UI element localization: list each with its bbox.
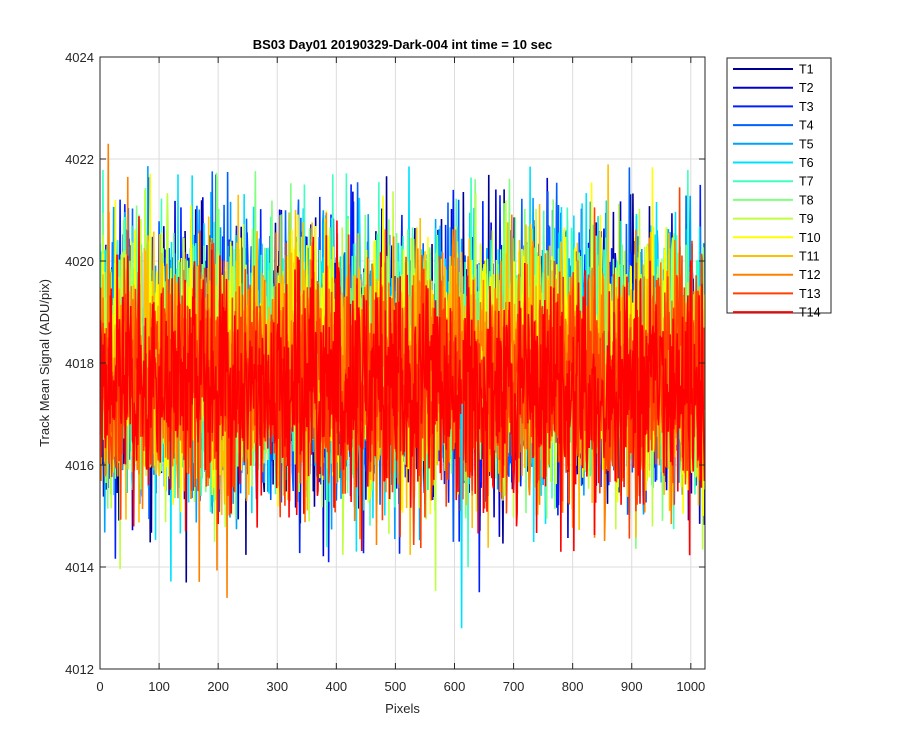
ticks: 0 100 200 300 400 500 600 700 800 900 1000 4012 4014… (65, 50, 705, 694)
series-line-t14 (100, 216, 705, 556)
min-spike (460, 403, 463, 629)
legend-label-t3: T3 (799, 100, 814, 114)
legend-box (726, 57, 832, 314)
y-tick-label: 4014 (65, 560, 94, 575)
legend-label-t11: T11 (799, 250, 820, 264)
y-tick-label: 4016 (65, 458, 94, 473)
x-tick-label: 100 (148, 679, 170, 694)
x-tick-label: 200 (207, 679, 229, 694)
x-tick-label: 600 (444, 679, 466, 694)
legend-label-t4: T4 (799, 119, 814, 133)
legend-label-t8: T8 (799, 193, 814, 207)
x-tick-label: 800 (562, 679, 584, 694)
x-tick-label: 0 (96, 679, 103, 694)
x-tick-label: 700 (503, 679, 525, 694)
legend-label-t5: T5 (799, 137, 814, 151)
series-line-t13 (100, 187, 705, 548)
legend-label-t10: T10 (799, 231, 821, 245)
max-spike (106, 143, 110, 338)
legend-label-t13: T13 (799, 287, 821, 301)
legend-label-t9: T9 (799, 212, 814, 226)
legend-label-t6: T6 (799, 156, 814, 170)
legend-label-t14: T14 (799, 306, 821, 320)
x-tick-label: 400 (325, 679, 347, 694)
y-tick-label: 4022 (65, 152, 94, 167)
series-layer (100, 143, 705, 629)
legend-label-t7: T7 (799, 175, 814, 189)
y-tick-label: 4024 (65, 50, 94, 65)
legend: T1 T2 T3 T4 T5 T6 T7 T8 T9 T10 T11 T12 T13 T14 (726, 57, 832, 320)
x-tick-label: 500 (385, 679, 407, 694)
legend-label-t1: T1 (799, 63, 814, 77)
x-tick-label: 300 (266, 679, 288, 694)
x-tick-label: 1000 (676, 679, 705, 694)
legend-label-t2: T2 (799, 81, 814, 95)
y-tick-label: 4020 (65, 254, 94, 269)
y-tick-label: 4018 (65, 356, 94, 371)
y-axis-label: Track Mean Signal (ADU/pix) (37, 279, 52, 447)
y-tick-label: 4012 (65, 662, 94, 677)
legend-label-t12: T12 (799, 268, 821, 282)
x-tick-label: 900 (621, 679, 643, 694)
chart-title: BS03 Day01 20190329-Dark-004 int time = … (253, 37, 553, 52)
x-axis-label: Pixels (385, 701, 420, 716)
